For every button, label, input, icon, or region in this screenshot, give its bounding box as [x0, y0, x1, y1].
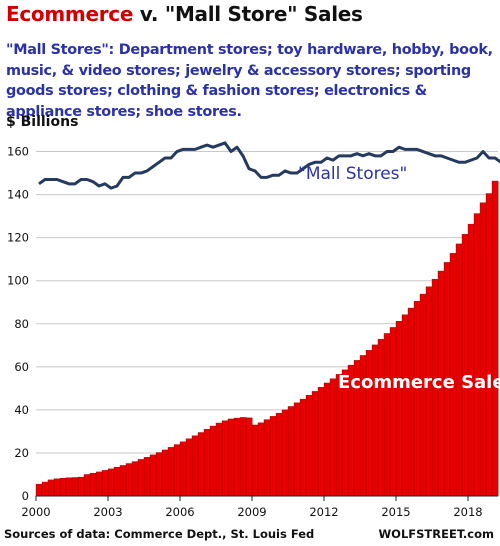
ecommerce-bar [317, 387, 325, 497]
chart-subtitle: "Mall Stores": Department stores; toy ha… [6, 42, 493, 120]
y-tick-label: 80 [14, 317, 29, 331]
ecommerce-bar [41, 481, 49, 497]
ecommerce-bar [119, 465, 127, 497]
ecommerce-bar [257, 422, 265, 497]
ecommerce-bar [299, 398, 307, 497]
ecommerce-bar [263, 419, 271, 497]
ecommerce-bar [143, 457, 151, 497]
ecommerce-bar [209, 425, 217, 497]
ecommerce-bar [59, 477, 67, 497]
ecommerce-bar [77, 476, 85, 497]
ecommerce-bar [377, 339, 385, 497]
y-tick-label: 100 [7, 274, 29, 288]
ecommerce-bar [161, 449, 169, 497]
y-tick-label: 120 [7, 231, 29, 245]
ecommerce-bar [155, 452, 163, 497]
ecommerce-bar [251, 424, 259, 497]
ecommerce-bar [275, 412, 283, 497]
ecommerce-bar [329, 378, 337, 497]
y-tick-label: 0 [22, 489, 29, 503]
ecommerce-bar [395, 321, 403, 497]
ecommerce-bar [95, 471, 103, 497]
ecommerce-bar [197, 432, 205, 497]
x-tick-label: 2015 [381, 505, 410, 519]
ecommerce-bar [467, 223, 475, 497]
title-rest: v. "Mall Store" Sales [133, 2, 363, 26]
ecommerce-bar [89, 473, 97, 497]
ecommerce-bar [215, 422, 223, 497]
ecommerce-bar [389, 327, 397, 497]
ecommerce-bar [173, 444, 181, 497]
ecommerce-series-label: Ecommerce Sales [338, 372, 500, 393]
ecommerce-bar [419, 293, 427, 497]
ecommerce-bar [53, 478, 61, 497]
ecommerce-bar [479, 202, 487, 497]
x-tick-label: 2018 [453, 505, 482, 519]
ecommerce-bar [233, 417, 241, 497]
ecommerce-bar [137, 459, 145, 497]
ecommerce-bar [185, 438, 193, 497]
ecommerce-bar [131, 461, 139, 497]
x-tick-label: 2012 [309, 505, 338, 519]
ecommerce-bar [113, 466, 121, 497]
ecommerce-bar [413, 300, 421, 497]
x-axis-ticks: 2000 2003 2006 2009 2012 2015 2018 [21, 496, 483, 519]
ecommerce-bar [107, 468, 115, 497]
ecommerce-bar [401, 314, 409, 497]
ecommerce-bar [383, 333, 391, 497]
chart-title: Ecommerce v. "Mall Store" Sales [6, 2, 363, 26]
ecommerce-bar [221, 420, 229, 497]
title-ecommerce: Ecommerce [6, 2, 134, 26]
ecommerce-bar [287, 406, 295, 497]
x-tick-label: 2003 [93, 505, 122, 519]
ecommerce-bar [371, 344, 379, 497]
ecommerce-bar [245, 417, 253, 497]
y-tick-label: 20 [14, 446, 29, 460]
mall-stores-series-label: "Mall Stores" [298, 164, 407, 184]
ecommerce-bar [485, 193, 493, 497]
brand-watermark: WOLFSTREET.com [378, 527, 494, 541]
ecommerce-bar [461, 234, 469, 497]
y-tick-label: 160 [7, 145, 29, 159]
ecommerce-bar [311, 391, 319, 497]
ecommerce-bar [149, 454, 157, 497]
ecommerce-bar [239, 417, 247, 497]
ecommerce-bar [71, 477, 79, 497]
y-axis-label: $ Billions [6, 114, 79, 130]
source-note: Sources of data: Commerce Dept., St. Lou… [4, 527, 315, 541]
ecommerce-bar [35, 483, 43, 497]
ecommerce-bar [83, 474, 91, 497]
ecommerce-bar [491, 180, 499, 497]
ecommerce-bar [227, 418, 235, 497]
ecommerce-bar [269, 416, 277, 497]
ecommerce-bar [125, 463, 133, 497]
y-tick-label: 40 [14, 403, 29, 417]
ecommerce-bar [191, 435, 199, 497]
x-tick-label: 2000 [21, 505, 50, 519]
ecommerce-bar [281, 409, 289, 497]
ecommerce-bar [101, 470, 109, 497]
ecommerce-bar [407, 307, 415, 497]
ecommerce-bar [47, 479, 55, 497]
ecommerce-bar [167, 447, 175, 497]
ecommerce-bar [203, 429, 211, 497]
y-axis-ticks: 0 20 40 60 80 100 120 140 160 [7, 145, 29, 503]
ecommerce-bar [455, 243, 463, 497]
ecommerce-bar [293, 402, 301, 497]
x-tick-label: 2009 [237, 505, 266, 519]
y-tick-label: 60 [14, 360, 29, 374]
ecommerce-bar [473, 213, 481, 497]
ecommerce-bars [35, 180, 499, 497]
ecommerce-bar [179, 441, 187, 497]
y-tick-label: 140 [7, 188, 29, 202]
ecommerce-bar [305, 395, 313, 497]
ecommerce-bar [65, 477, 73, 497]
mall-stores-line [38, 141, 500, 190]
ecommerce-bar [323, 382, 331, 497]
x-tick-label: 2006 [165, 505, 194, 519]
